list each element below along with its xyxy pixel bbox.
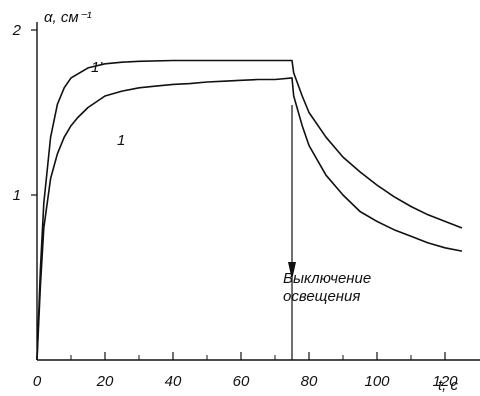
series-1-prime-line xyxy=(36,59,463,361)
series-label: 1' xyxy=(91,59,103,76)
y-axis: 12 xyxy=(12,22,38,360)
y-tick-label: 2 xyxy=(12,22,22,39)
x-tick-label: 0 xyxy=(33,373,42,390)
y-ticks: 12 xyxy=(12,22,37,204)
x-tick-label: 20 xyxy=(96,373,114,390)
x-tick-label: 40 xyxy=(165,373,182,390)
x-tick-label: 60 xyxy=(233,373,250,390)
x-axis-title: t, c xyxy=(438,377,459,394)
series-1-line xyxy=(36,77,463,361)
y-axis-title: α, см⁻¹ xyxy=(44,9,92,26)
annotation-line-2: освещения xyxy=(283,288,360,305)
switch-off-arrowhead xyxy=(288,262,296,280)
y-tick-label: 1 xyxy=(13,187,21,204)
switch-off-marker: Выключение освещения xyxy=(283,105,371,360)
x-ticks: 0 20 40 60 80 100 120 xyxy=(33,352,458,390)
x-axis: 0 20 40 60 80 100 120 xyxy=(33,352,480,390)
x-tick-label: 120 xyxy=(432,373,458,390)
series-layer: 1' 1 xyxy=(36,59,463,361)
series-label: 1 xyxy=(117,132,125,149)
x-tick-label: 100 xyxy=(364,373,390,390)
annotation-line-1: Выключение xyxy=(283,270,371,287)
x-tick-label: 80 xyxy=(301,373,318,390)
